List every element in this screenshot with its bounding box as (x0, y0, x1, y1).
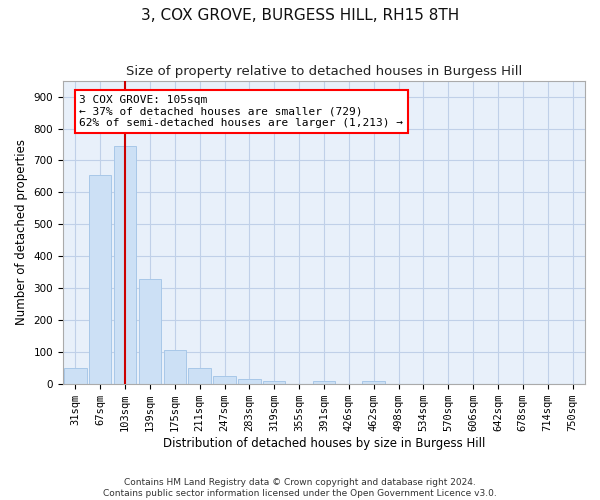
Text: Contains HM Land Registry data © Crown copyright and database right 2024.
Contai: Contains HM Land Registry data © Crown c… (103, 478, 497, 498)
Bar (89, 175, 112, 384)
Bar (362, 381, 385, 384)
Bar (64, 368, 86, 384)
X-axis label: Distribution of detached houses by size in Burgess Hill: Distribution of detached houses by size … (163, 437, 485, 450)
Bar (263, 380, 286, 384)
Bar (313, 381, 335, 384)
Y-axis label: Number of detached properties: Number of detached properties (15, 140, 28, 326)
Text: 3 COX GROVE: 105sqm
← 37% of detached houses are smaller (729)
62% of semi-detac: 3 COX GROVE: 105sqm ← 37% of detached ho… (79, 95, 403, 128)
Bar (139, 278, 161, 384)
Bar (114, 146, 136, 384)
Bar (238, 379, 260, 384)
Bar (164, 350, 186, 384)
Title: Size of property relative to detached houses in Burgess Hill: Size of property relative to detached ho… (126, 65, 522, 78)
Text: 3, COX GROVE, BURGESS HILL, RH15 8TH: 3, COX GROVE, BURGESS HILL, RH15 8TH (141, 8, 459, 22)
Bar (214, 376, 236, 384)
Bar (188, 368, 211, 384)
